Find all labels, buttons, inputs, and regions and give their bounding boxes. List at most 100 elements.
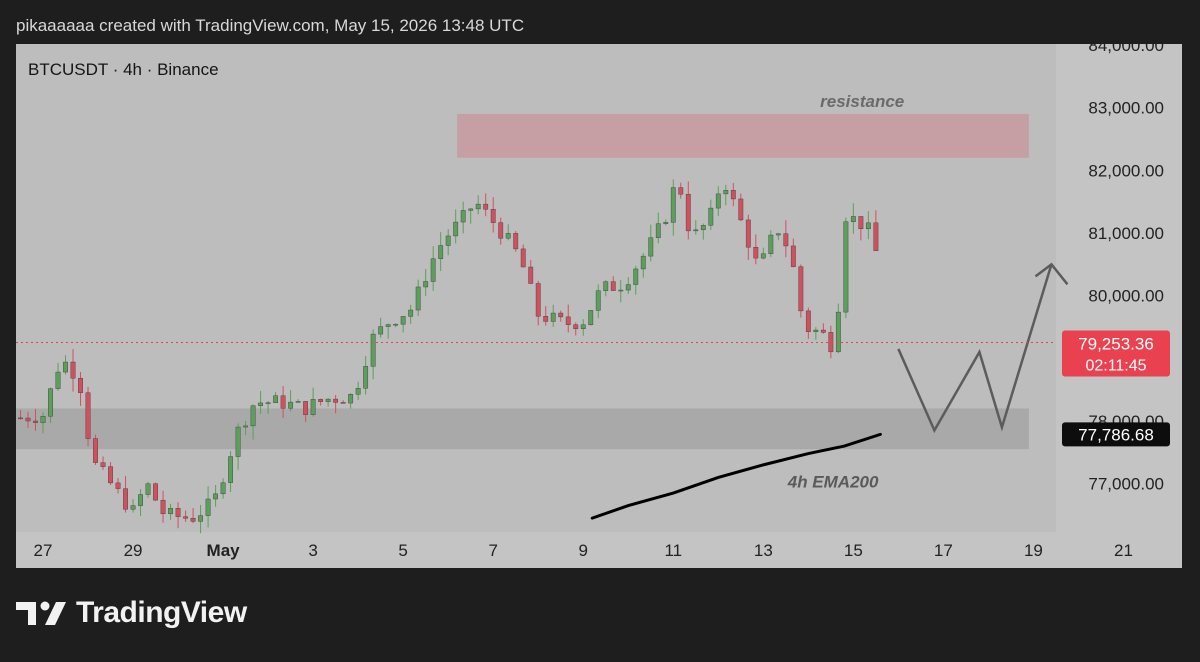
candle-body — [528, 266, 534, 284]
candle-body — [423, 281, 429, 288]
chart-attribution: pikaaaaaa created with TradingView.com, … — [16, 16, 525, 35]
time-tick-label: 3 — [308, 541, 317, 560]
bar-countdown: 02:11:45 — [1085, 357, 1146, 374]
projection-path — [897, 263, 1053, 434]
support-zone — [16, 408, 1029, 450]
time-tick-label: May — [207, 541, 241, 560]
candle-body — [325, 398, 331, 402]
candle-body — [558, 312, 564, 318]
candle-body — [265, 402, 271, 404]
price-tick-label: 81,000.00 — [1088, 224, 1164, 243]
candle-body — [820, 329, 826, 333]
candle-body — [535, 283, 541, 317]
candle-body — [498, 222, 504, 239]
candle-body — [790, 245, 796, 267]
tradingview-footer: TradingView — [16, 596, 247, 630]
candle-body — [70, 361, 76, 379]
candle-body — [573, 324, 579, 329]
last-price-tag — [1062, 330, 1170, 377]
candle-body — [385, 324, 391, 327]
candle-body — [783, 233, 789, 247]
candle-body — [25, 417, 31, 422]
candle-body — [430, 258, 436, 282]
candle-body — [295, 401, 301, 403]
candle-body — [648, 237, 654, 257]
candle-body — [438, 245, 444, 259]
time-tick-label: 21 — [1114, 541, 1133, 560]
candle-body — [813, 329, 819, 332]
time-tick-label: 7 — [488, 541, 497, 560]
candle-body — [190, 518, 196, 522]
candle-body — [333, 398, 339, 403]
candle-body — [318, 399, 324, 402]
candle-body — [55, 371, 61, 389]
time-tick-label: 15 — [844, 541, 863, 560]
candle-body — [348, 394, 354, 404]
candle-body — [603, 281, 609, 291]
candle-body — [205, 498, 211, 516]
time-tick-label: 9 — [579, 541, 588, 560]
candle-body — [610, 281, 616, 291]
time-tick-label: 5 — [398, 541, 407, 560]
candle-body — [93, 438, 98, 463]
ema200-tag — [1062, 422, 1170, 447]
candle-body — [730, 190, 736, 200]
time-tick-label: 17 — [934, 541, 953, 560]
price-axis: 84,000.00 83,000.00 82,000.00 81,000.00 80,0… — [1088, 44, 1164, 494]
candle-body — [160, 499, 166, 515]
candle-body — [798, 266, 804, 312]
candle-body — [775, 233, 781, 236]
candle-body — [693, 229, 699, 232]
price-tick-label: 84,000.00 — [1088, 44, 1164, 55]
candle-body — [753, 246, 759, 259]
candle-body — [618, 289, 624, 292]
candle-body — [175, 508, 181, 517]
candle-body — [835, 311, 841, 353]
candle-body — [460, 210, 466, 223]
resistance-zone — [457, 113, 1029, 158]
candle-body — [235, 426, 241, 457]
candle-body — [85, 392, 91, 439]
candle-body — [250, 405, 256, 427]
time-tick-label: 29 — [124, 541, 143, 560]
candle-body — [213, 493, 218, 500]
candles — [18, 179, 879, 534]
candle-body — [760, 253, 766, 259]
candle-body — [723, 190, 729, 195]
candle-body — [475, 203, 481, 210]
candle-body — [280, 395, 286, 409]
candle-body — [115, 482, 121, 489]
candle-body — [145, 483, 151, 495]
candle-body — [655, 223, 661, 238]
candle-body — [33, 420, 38, 423]
candle-body — [738, 198, 744, 221]
candle-body — [445, 235, 451, 246]
candle-body — [288, 401, 294, 409]
candle-body — [40, 415, 46, 423]
projection-arrowhead — [1034, 262, 1069, 286]
candle-body — [768, 234, 774, 254]
candle-body — [198, 515, 203, 522]
candle-body — [685, 193, 691, 232]
ema200-line — [590, 432, 882, 520]
price-chart[interactable]: resistance 4h EMA200 84,000.00 83,000.00 82,… — [16, 44, 1182, 568]
candle-body — [858, 216, 864, 230]
time-tick-label: 27 — [34, 541, 53, 560]
candle-body — [153, 483, 158, 501]
candle-body — [640, 255, 646, 270]
candle-body — [123, 488, 128, 510]
candle-body — [700, 225, 706, 231]
candle-body — [108, 466, 113, 484]
candle-body — [370, 333, 376, 367]
candle-body — [550, 312, 556, 322]
candle-body — [138, 494, 143, 506]
chart-area[interactable]: resistance 4h EMA200 84,000.00 83,000.00 82,… — [16, 44, 1182, 568]
candle-body — [453, 221, 459, 237]
candle-body — [505, 233, 511, 239]
candle-body — [663, 222, 669, 224]
candle-body — [18, 417, 23, 420]
tradingview-logo-icon — [16, 601, 66, 625]
candle-body — [595, 290, 601, 311]
candle-body — [340, 402, 346, 404]
price-tick-label: 82,000.00 — [1088, 161, 1164, 180]
